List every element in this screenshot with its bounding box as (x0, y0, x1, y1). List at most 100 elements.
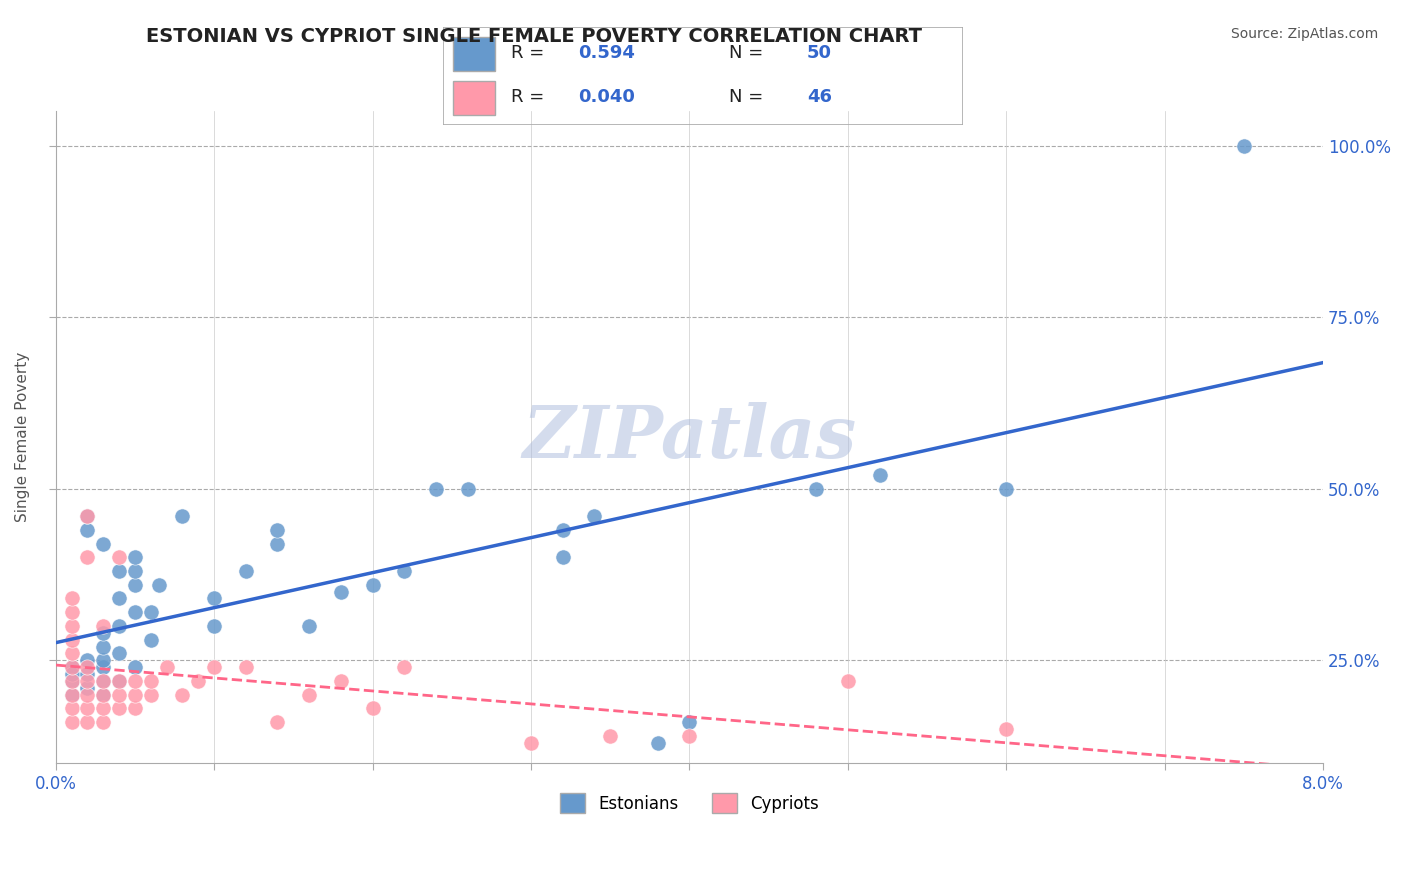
Point (298, 619, 321, 633)
Point (76, 523, 98, 537)
Point (298, 688, 321, 702)
Text: ESTONIAN VS CYPRIOT SINGLE FEMALE POVERTY CORRELATION CHART: ESTONIAN VS CYPRIOT SINGLE FEMALE POVERT… (146, 27, 922, 45)
Point (124, 701, 146, 715)
Point (76, 688, 98, 702)
Point (124, 673, 146, 688)
Text: 50: 50 (807, 45, 832, 62)
Point (108, 619, 131, 633)
Point (235, 660, 257, 674)
Point (148, 578, 170, 592)
Point (76, 660, 98, 674)
Point (124, 550, 146, 565)
Point (124, 564, 146, 578)
Point (76, 653, 98, 667)
Point (91, 673, 114, 688)
Point (108, 646, 131, 660)
Y-axis label: Single Female Poverty: Single Female Poverty (15, 352, 30, 523)
Point (139, 605, 162, 619)
Point (425, 482, 447, 496)
Point (124, 688, 146, 702)
Point (60, 660, 83, 674)
Point (76, 667, 98, 681)
Point (108, 673, 131, 688)
Point (235, 564, 257, 578)
Text: 46: 46 (807, 88, 832, 106)
Point (124, 578, 146, 592)
Point (76, 509, 98, 524)
Point (91, 619, 114, 633)
Point (91, 640, 114, 654)
Point (804, 482, 827, 496)
Point (76, 714, 98, 729)
Point (329, 584, 352, 599)
FancyBboxPatch shape (453, 37, 495, 71)
Point (551, 550, 574, 565)
Point (995, 722, 1018, 736)
Point (457, 482, 479, 496)
Text: 0.594: 0.594 (578, 45, 636, 62)
Point (139, 632, 162, 647)
Point (60, 646, 83, 660)
Point (60, 701, 83, 715)
Point (60, 632, 83, 647)
Point (91, 536, 114, 550)
Point (187, 673, 209, 688)
Point (60, 673, 83, 688)
Point (60, 605, 83, 619)
Point (60, 688, 83, 702)
Text: R =: R = (510, 88, 550, 106)
Legend: Estonians, Cypriots: Estonians, Cypriots (553, 787, 825, 820)
Point (202, 591, 225, 606)
Point (108, 701, 131, 715)
Text: N =: N = (730, 45, 769, 62)
Point (76, 550, 98, 565)
Point (869, 468, 891, 483)
Point (394, 564, 416, 578)
Point (76, 701, 98, 715)
Point (202, 619, 225, 633)
Point (155, 660, 177, 674)
Point (394, 660, 416, 674)
Point (647, 735, 669, 749)
Point (266, 523, 288, 537)
Point (266, 714, 288, 729)
Point (124, 605, 146, 619)
Point (60, 714, 83, 729)
Point (76, 509, 98, 524)
FancyBboxPatch shape (453, 81, 495, 115)
Point (91, 688, 114, 702)
Point (361, 701, 384, 715)
Point (108, 550, 131, 565)
Point (91, 673, 114, 688)
Text: 0.040: 0.040 (578, 88, 636, 106)
Point (108, 673, 131, 688)
Point (361, 578, 384, 592)
Point (678, 729, 700, 743)
Point (837, 673, 859, 688)
Text: R =: R = (510, 45, 550, 62)
Point (139, 688, 162, 702)
Point (91, 625, 114, 640)
Point (60, 688, 83, 702)
Point (139, 673, 162, 688)
Point (76, 681, 98, 695)
Point (1233, 138, 1256, 153)
Point (599, 729, 621, 743)
Point (995, 482, 1018, 496)
Point (108, 564, 131, 578)
Point (266, 536, 288, 550)
Point (60, 667, 83, 681)
Point (108, 591, 131, 606)
Point (172, 688, 194, 702)
Point (108, 688, 131, 702)
Point (124, 660, 146, 674)
Point (60, 660, 83, 674)
Point (678, 714, 700, 729)
Point (329, 673, 352, 688)
Point (520, 735, 543, 749)
Text: N =: N = (730, 88, 769, 106)
Point (202, 660, 225, 674)
Point (91, 701, 114, 715)
Point (60, 673, 83, 688)
Point (91, 653, 114, 667)
